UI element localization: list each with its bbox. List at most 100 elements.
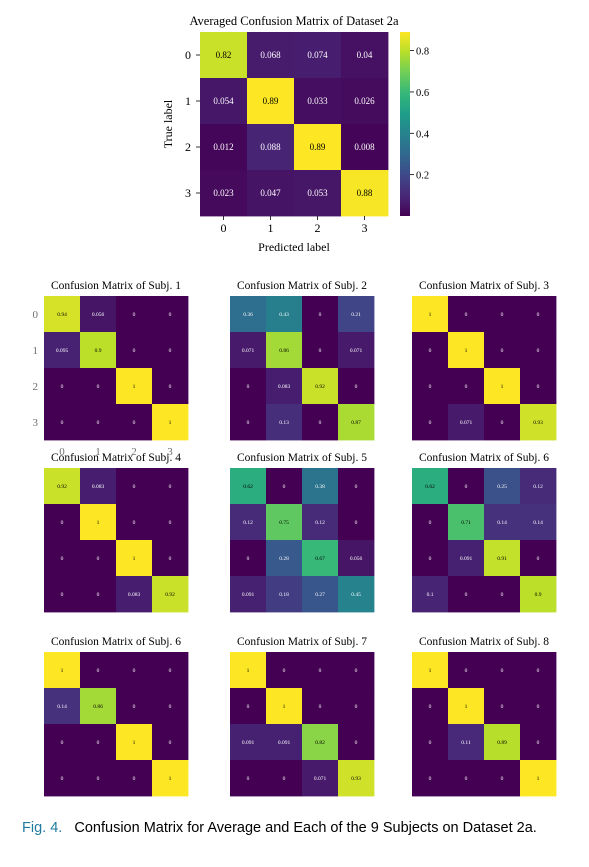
cell-value: 0.18 [279, 592, 289, 598]
cell-value: 0 [169, 384, 172, 390]
heatmap-cell [266, 724, 303, 761]
heatmap-title: Confusion Matrix of Subj. 3 [419, 280, 549, 292]
cell-value: 0.25 [497, 484, 507, 490]
heatmap-cell [116, 332, 153, 369]
heatmap-cell [338, 688, 375, 725]
cell-value: 0.45 [351, 592, 361, 598]
heatmap-1: Confusion Matrix of Subj. 1 0.94 0.056 0 0 0.… [33, 280, 189, 458]
cell-value: 0 [355, 740, 358, 746]
heatmap-cell [80, 724, 117, 761]
cell-value: 0.056 [92, 312, 105, 318]
heatmap-cell [116, 504, 153, 541]
cell-value: 0 [355, 704, 358, 710]
figure-caption-label: Fig. 4. [22, 820, 63, 836]
cell-value: 0 [537, 384, 540, 390]
cell-value: 0 [429, 348, 432, 354]
heatmap-cell [338, 368, 375, 405]
heatmap-cell [338, 468, 375, 505]
cell-value: 0 [429, 420, 432, 426]
cell-value: 0 [537, 668, 540, 674]
cell-value: 0.62 [425, 484, 435, 490]
heatmap-title: Confusion Matrix of Subj. 7 [237, 636, 367, 648]
cell-value: 0 [61, 520, 64, 526]
cell-value: 0 [169, 740, 172, 746]
heatmap-cell [338, 760, 375, 797]
heatmap-7: Confusion Matrix of Subj. 6 1 0 0 0 0.14 0.86 0… [44, 636, 189, 797]
heatmap-cell [302, 404, 339, 441]
cell-value: 1 [169, 420, 172, 426]
heatmap-cell [80, 468, 117, 505]
heatmap-cell [80, 404, 117, 441]
cell-value: 0 [537, 312, 540, 318]
cell-value: 0 [537, 556, 540, 562]
heatmap-cell [484, 652, 521, 689]
cell-value: 0 [61, 740, 64, 746]
cell-value: 0 [465, 668, 468, 674]
cell-value: 0 [169, 312, 172, 318]
heatmap-cell [247, 32, 295, 79]
heatmap-cell [152, 404, 189, 441]
y-tick-label: 2 [33, 381, 39, 393]
cell-value: 0.88 [357, 188, 373, 198]
cell-value: 0.12 [533, 484, 543, 490]
cell-value: 0 [429, 704, 432, 710]
cell-value: 0 [429, 384, 432, 390]
x-tick-label: 1 [268, 221, 274, 235]
heatmap-cell [80, 760, 117, 797]
cell-value: 0 [501, 420, 504, 426]
heatmap-title: Confusion Matrix of Subj. 6 [51, 636, 181, 648]
heatmap-cell [230, 688, 267, 725]
cell-value: 0.095 [56, 348, 69, 354]
heatmap-cell [412, 688, 449, 725]
heatmap-cell [448, 652, 485, 689]
cell-value: 0 [133, 520, 136, 526]
heatmap-title: Confusion Matrix of Subj. 1 [51, 280, 181, 292]
cell-value: 0 [355, 520, 358, 526]
heatmap-cell [152, 368, 189, 405]
cell-value: 0.091 [278, 740, 291, 746]
heatmap-cell [448, 404, 485, 441]
heatmap-cell [116, 724, 153, 761]
cell-value: 0 [283, 668, 286, 674]
cell-value: 0.92 [57, 484, 67, 490]
cell-value: 1 [133, 384, 136, 390]
heatmap-cell [412, 404, 449, 441]
cell-value: 0 [537, 348, 540, 354]
cell-value: 0.27 [315, 592, 325, 598]
y-tick-label: 2 [185, 140, 191, 154]
heatmap-cell [341, 170, 389, 217]
cell-value: 0 [247, 776, 250, 782]
cell-value: 0.023 [213, 188, 234, 198]
cell-value: 0 [537, 740, 540, 746]
heatmap-cell [80, 540, 117, 577]
heatmap-cell [44, 368, 81, 405]
y-axis-label: True label [161, 99, 175, 148]
heatmap-cell [44, 332, 81, 369]
cell-value: 0.12 [243, 520, 253, 526]
cell-value: 0.92 [315, 384, 325, 390]
cell-value: 0 [133, 776, 136, 782]
cell-value: 0 [429, 520, 432, 526]
heatmap-cell [302, 652, 339, 689]
heatmap-cell [448, 504, 485, 541]
cell-value: 0 [97, 420, 100, 426]
heatmap-cell [266, 296, 303, 333]
heatmap-title: Averaged Confusion Matrix of Dataset 2a [189, 14, 399, 28]
cell-value: 0.82 [216, 50, 232, 60]
cell-value: 0.89 [310, 142, 326, 152]
heatmap-cell [520, 368, 557, 405]
heatmap-cell [448, 760, 485, 797]
heatmap-cell [266, 332, 303, 369]
heatmap-cell [341, 78, 389, 125]
heatmap-cell [412, 760, 449, 797]
heatmap-cell [152, 468, 189, 505]
heatmap-cell [448, 688, 485, 725]
cell-value: 1 [429, 668, 432, 674]
heatmap-cell [520, 724, 557, 761]
x-tick-label: 1 [95, 446, 101, 458]
x-tick-label: 0 [221, 221, 227, 235]
cell-value: 0 [429, 776, 432, 782]
cell-value: 0 [133, 704, 136, 710]
heatmap-cell [152, 652, 189, 689]
heatmap-cell [338, 404, 375, 441]
